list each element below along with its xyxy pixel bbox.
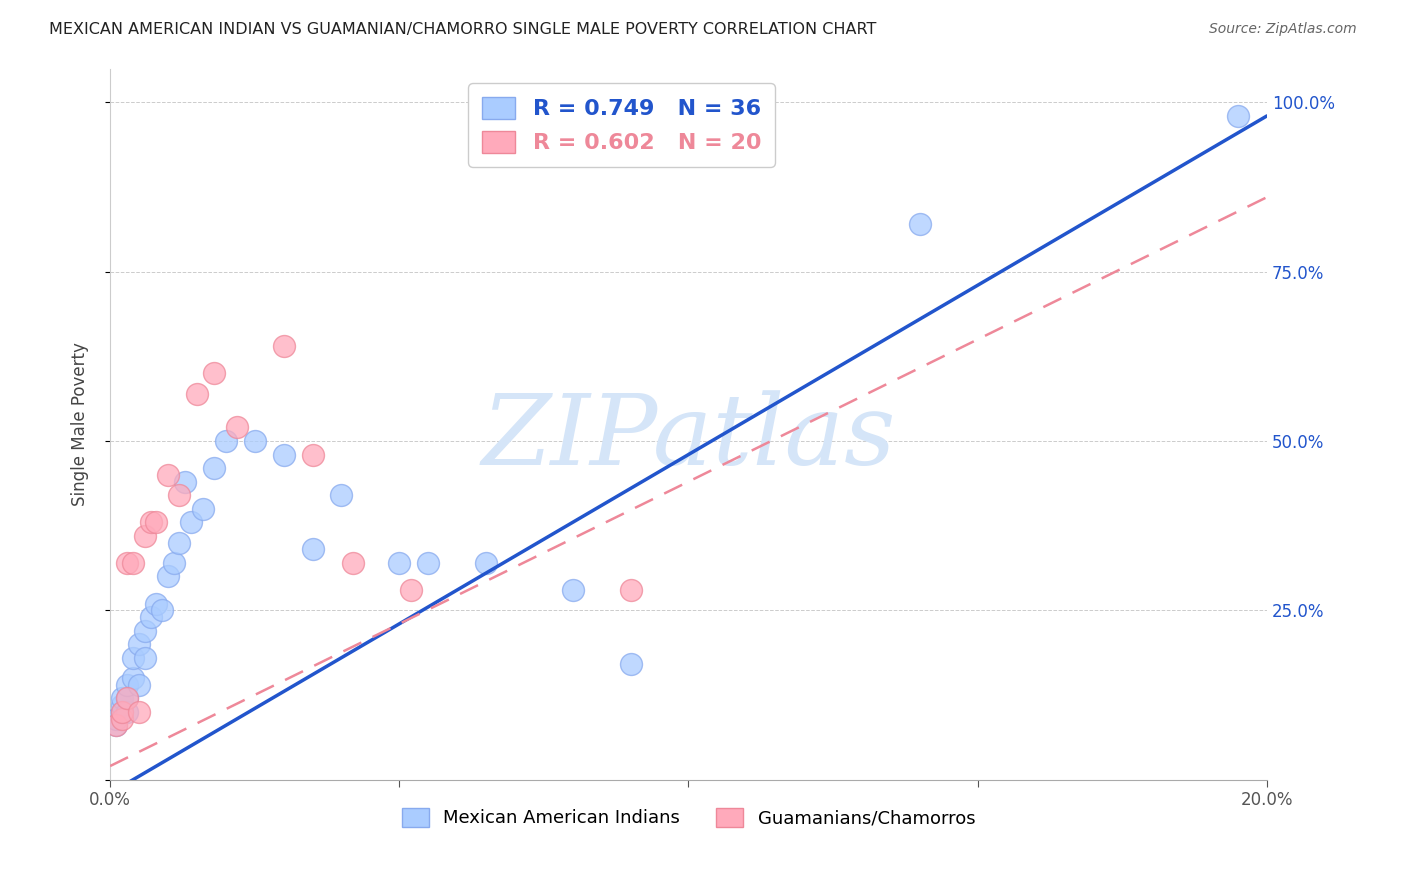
Point <box>134 529 156 543</box>
Text: MEXICAN AMERICAN INDIAN VS GUAMANIAN/CHAMORRO SINGLE MALE POVERTY CORRELATION CH: MEXICAN AMERICAN INDIAN VS GUAMANIAN/CHA… <box>49 22 876 37</box>
Point <box>145 597 167 611</box>
Point <box>191 501 214 516</box>
Y-axis label: Single Male Poverty: Single Male Poverty <box>72 343 89 506</box>
Point <box>330 488 353 502</box>
Point <box>475 556 498 570</box>
Point <box>104 712 127 726</box>
Point <box>139 515 162 529</box>
Point <box>620 657 643 672</box>
Point <box>117 691 139 706</box>
Point <box>163 556 186 570</box>
Point <box>342 556 364 570</box>
Point <box>104 718 127 732</box>
Point <box>418 556 440 570</box>
Point <box>180 515 202 529</box>
Point <box>128 678 150 692</box>
Point <box>117 678 139 692</box>
Point <box>908 217 931 231</box>
Point <box>215 434 238 448</box>
Point <box>174 475 197 489</box>
Point <box>111 691 134 706</box>
Point <box>117 705 139 719</box>
Point <box>139 610 162 624</box>
Point <box>399 582 422 597</box>
Point <box>169 488 191 502</box>
Point <box>186 386 208 401</box>
Point <box>202 461 225 475</box>
Point <box>122 671 145 685</box>
Point <box>156 569 179 583</box>
Point <box>111 712 134 726</box>
Point <box>301 448 323 462</box>
Point <box>111 705 134 719</box>
Point <box>226 420 249 434</box>
Point <box>169 535 191 549</box>
Point <box>122 556 145 570</box>
Point <box>117 556 139 570</box>
Point <box>156 467 179 482</box>
Point <box>145 515 167 529</box>
Point <box>134 624 156 638</box>
Point <box>104 718 127 732</box>
Point <box>117 691 139 706</box>
Point <box>620 582 643 597</box>
Point <box>150 603 173 617</box>
Point <box>122 650 145 665</box>
Point <box>388 556 411 570</box>
Legend: Mexican American Indians, Guamanians/Chamorros: Mexican American Indians, Guamanians/Cha… <box>395 801 983 835</box>
Point <box>128 637 150 651</box>
Point <box>243 434 266 448</box>
Point <box>111 705 134 719</box>
Point <box>1226 109 1249 123</box>
Point <box>273 448 295 462</box>
Point <box>301 542 323 557</box>
Point <box>273 339 295 353</box>
Point <box>128 705 150 719</box>
Point <box>111 698 134 712</box>
Point <box>134 650 156 665</box>
Point <box>202 366 225 380</box>
Text: Source: ZipAtlas.com: Source: ZipAtlas.com <box>1209 22 1357 37</box>
Point <box>561 582 583 597</box>
Text: ZIPatlas: ZIPatlas <box>481 391 896 486</box>
